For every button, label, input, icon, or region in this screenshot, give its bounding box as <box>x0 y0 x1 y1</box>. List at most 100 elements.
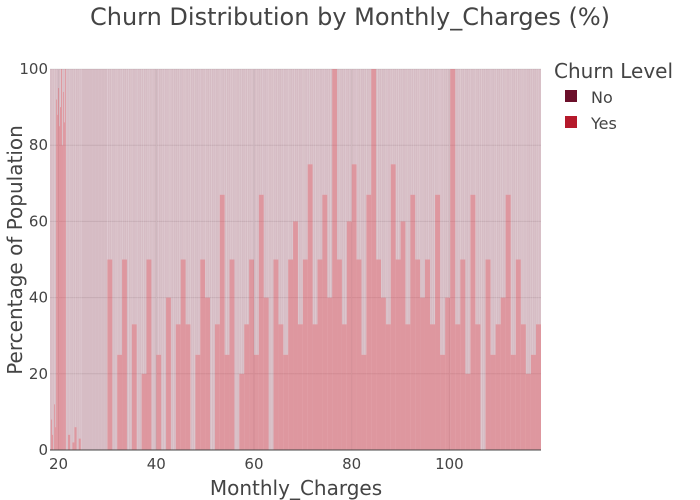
bar-no <box>288 69 294 260</box>
bar-no <box>57 69 59 115</box>
bar-no <box>54 69 56 405</box>
bar-yes <box>58 88 60 451</box>
bar-yes <box>249 259 254 450</box>
bar-no <box>170 69 176 450</box>
bar-yes <box>337 259 342 450</box>
bar-no <box>283 69 289 355</box>
x-axis-ticks: 20 40 60 80 100 <box>49 455 464 473</box>
bar-yes <box>302 259 308 450</box>
bar-yes <box>51 419 53 450</box>
y-tick-label: 80 <box>29 136 48 154</box>
bar-no <box>435 69 441 195</box>
bar-yes <box>258 194 264 450</box>
bar-no <box>293 69 298 222</box>
bar-no <box>51 69 53 420</box>
bar-yes <box>64 69 66 450</box>
bar-no <box>366 69 372 195</box>
bar-no <box>376 69 381 260</box>
bar-no <box>50 69 52 450</box>
bar-no <box>107 69 113 260</box>
bar-yes <box>395 259 401 450</box>
legend[interactable]: Churn Level No Yes <box>554 59 673 133</box>
bar-no <box>445 69 451 298</box>
bar-no <box>136 69 142 450</box>
bar-no <box>156 69 162 355</box>
bar-yes <box>180 259 186 450</box>
y-tick-label: 40 <box>29 289 48 307</box>
legend-item-no[interactable]: No <box>565 88 613 107</box>
bar-yes <box>297 324 303 450</box>
bar-no <box>485 69 491 260</box>
bar-yes <box>60 69 62 450</box>
bar-no <box>95 69 99 450</box>
bar-no <box>55 69 57 428</box>
x-tick-label: 100 <box>435 455 464 473</box>
legend-swatch-no <box>565 90 577 102</box>
bar-no <box>327 69 333 298</box>
bar-no <box>500 69 506 298</box>
bar-yes <box>278 324 284 450</box>
bar-yes <box>485 259 491 450</box>
bar-no <box>166 69 171 298</box>
y-tick-label: 60 <box>29 212 48 230</box>
bar-no <box>72 69 75 443</box>
bar-yes <box>229 259 235 450</box>
bar-yes <box>366 194 372 450</box>
bar-no <box>180 69 186 260</box>
bar-yes <box>322 194 328 450</box>
bar-yes <box>146 259 152 450</box>
bar-yes <box>78 438 81 450</box>
bar-no <box>61 69 63 146</box>
bar-yes <box>60 107 61 450</box>
x-tick-label: 40 <box>147 455 166 473</box>
bar-no <box>312 69 318 325</box>
legend-item-yes[interactable]: Yes <box>565 114 617 133</box>
bar-no <box>278 69 284 325</box>
bar-no <box>78 69 81 439</box>
bar-no <box>59 69 61 127</box>
bar-yes <box>450 69 456 450</box>
bar-no <box>465 69 471 374</box>
bar-yes <box>465 373 471 450</box>
bar-no <box>470 69 476 195</box>
y-tick-label: 0 <box>38 441 48 459</box>
bar-no <box>205 69 211 298</box>
bar-no <box>346 69 352 222</box>
bar-no <box>141 69 147 374</box>
bar-yes <box>307 164 313 450</box>
bar-no <box>104 69 108 450</box>
series-no <box>50 69 541 450</box>
bar-no <box>505 69 511 195</box>
bar-no <box>460 69 466 260</box>
bar-no <box>219 69 225 195</box>
bar-yes <box>470 194 476 450</box>
bar-yes <box>107 259 113 450</box>
bar-yes <box>445 297 451 450</box>
x-axis-title: Monthly_Charges <box>210 476 382 500</box>
bar-no <box>385 69 391 325</box>
bar-no <box>190 69 196 450</box>
bar-yes <box>117 354 123 450</box>
bar-no <box>297 69 303 325</box>
bar-no <box>400 69 406 222</box>
bar-yes <box>239 373 245 450</box>
y-tick-label: 100 <box>19 60 48 78</box>
bar-yes <box>505 194 511 450</box>
bar-yes <box>380 297 386 450</box>
bar-no <box>495 69 501 325</box>
bar-no <box>415 69 421 260</box>
bar-no <box>430 69 436 325</box>
bar-no <box>161 69 167 450</box>
bar-no <box>175 69 181 325</box>
bar-yes <box>390 164 396 450</box>
bar-no <box>520 69 526 325</box>
bar-no <box>380 69 386 298</box>
bar-yes <box>361 354 367 450</box>
bar-yes <box>61 145 63 450</box>
bar-no <box>60 69 61 108</box>
bar-no <box>131 69 137 325</box>
bar-yes <box>351 164 357 450</box>
bar-no <box>258 69 264 195</box>
bar-no <box>307 69 313 165</box>
